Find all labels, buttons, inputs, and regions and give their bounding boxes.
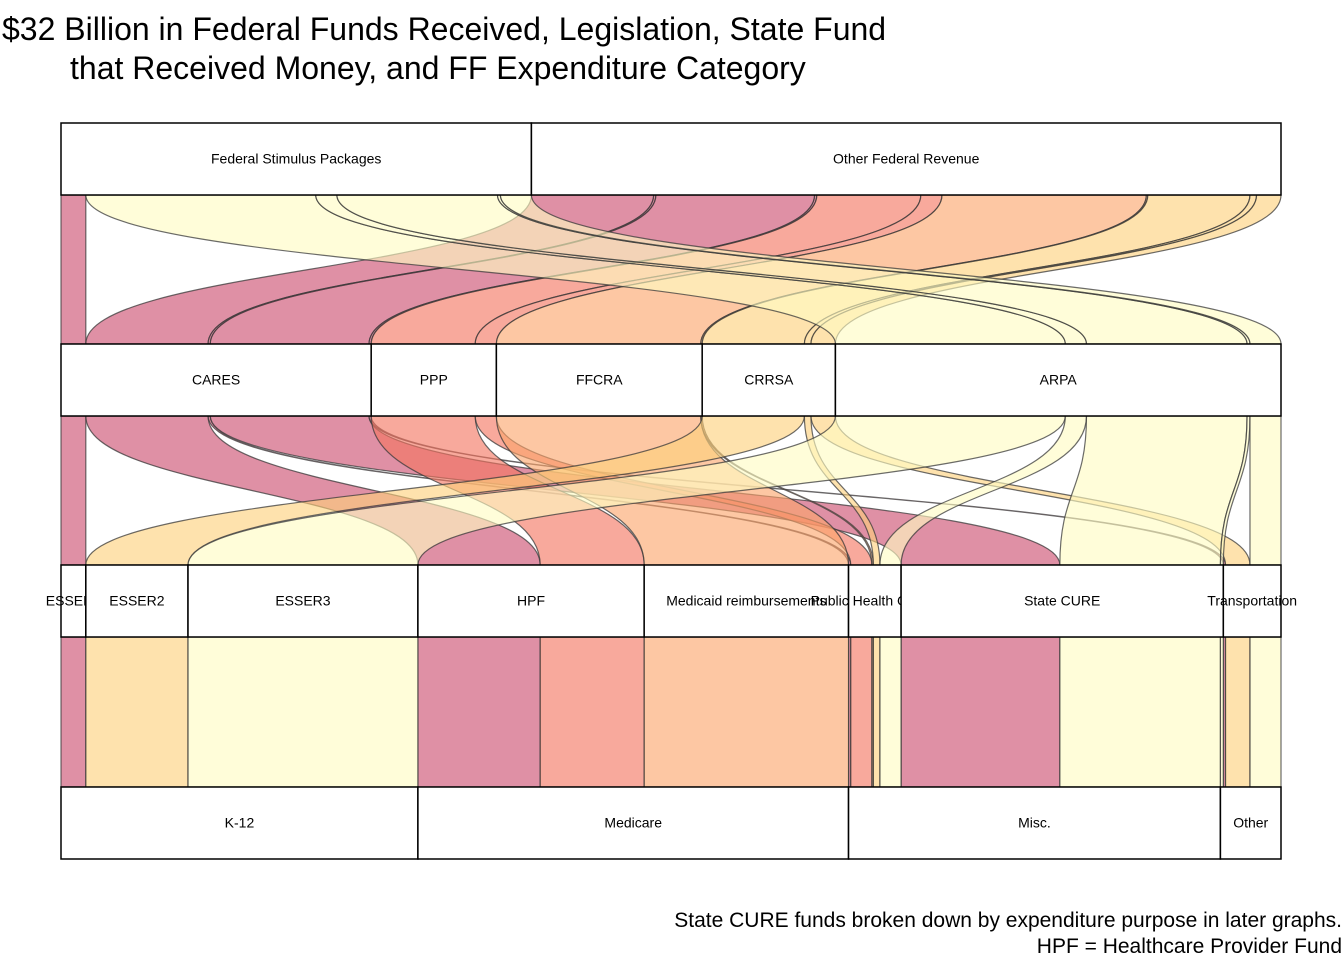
stratum-box-public-health-grants <box>847 564 902 638</box>
flow-cares-0 <box>60 194 87 788</box>
stratum-hpf: HPF <box>417 564 645 638</box>
stratum-arpa: ARPA <box>834 343 1282 417</box>
stratum-label-ppp: PPP <box>420 372 448 388</box>
stratum-label-other-federal-revenue: Other Federal Revenue <box>833 151 980 167</box>
stratum-box-medicaid-reimbursements <box>643 564 850 638</box>
stratum-box-medicare <box>417 786 850 860</box>
stratum-label-federal-stimulus-packages: Federal Stimulus Packages <box>211 151 381 167</box>
stratum-ppp: PPP <box>370 343 498 417</box>
stratum-label-hpf: HPF <box>517 593 545 609</box>
chart-title-line-1: $32 Billion in Federal Funds Received, L… <box>2 11 887 47</box>
chart-title-line-2: that Received Money, and FF Expenditure … <box>70 50 806 86</box>
strata-layer: Federal Stimulus Packages Other Federal R… <box>46 122 1297 860</box>
stratum-k-12: K-12 <box>60 786 419 860</box>
stratum-transportation: Transportation <box>1207 564 1297 638</box>
stratum-box-other-federal-revenue <box>530 122 1282 196</box>
stratum-box-other <box>1219 786 1282 860</box>
stratum-misc: Misc. <box>847 786 1222 860</box>
stratum-box-ffcra <box>495 343 703 417</box>
stratum-box-ppp <box>370 343 498 417</box>
stratum-box-esser3 <box>187 564 419 638</box>
stratum-label-k-12: K-12 <box>225 815 255 831</box>
stratum-box-crrsa <box>701 343 837 417</box>
stratum-label-state-cure: State CURE <box>1024 593 1100 609</box>
stratum-label-medicare: Medicare <box>604 815 662 831</box>
stratum-box-arpa <box>834 343 1282 417</box>
chart-caption: State CURE funds broken down by expendit… <box>674 908 1342 960</box>
stratum-label-misc: Misc. <box>1018 815 1051 831</box>
stratum-medicaid-reimbursements: Medicaid reimbursements <box>643 564 850 638</box>
caption-line-1: State CURE funds broken down by expendit… <box>674 909 1342 932</box>
stratum-box-cares <box>60 343 372 417</box>
stratum-box-federal-stimulus-packages <box>60 122 533 196</box>
stratum-other: Other <box>1219 786 1282 860</box>
stratum-label-other: Other <box>1233 815 1268 831</box>
stratum-label-esser2: ESSER2 <box>109 593 164 609</box>
stratum-box-transportation <box>1222 564 1282 638</box>
stratum-state-cure: State CURE <box>900 564 1225 638</box>
stratum-box-state-cure <box>900 564 1225 638</box>
stratum-crrsa: CRRSA <box>701 343 837 417</box>
stratum-medicare: Medicare <box>417 786 850 860</box>
stratum-box-k-12 <box>60 786 419 860</box>
stratum-federal-stimulus-packages: Federal Stimulus Packages <box>60 122 533 196</box>
stratum-ffcra: FFCRA <box>495 343 703 417</box>
stratum-label-transportation: Transportation <box>1207 593 1297 609</box>
flow-layer <box>60 194 1282 788</box>
stratum-esser2: ESSER2 <box>85 564 189 638</box>
stratum-label-ffcra: FFCRA <box>576 372 623 388</box>
caption-line-2: HPF = Healthcare Provider Fund <box>1036 935 1342 958</box>
stratum-box-esser2 <box>85 564 189 638</box>
stratum-cares: CARES <box>60 343 372 417</box>
stratum-label-arpa: ARPA <box>1040 372 1078 388</box>
stratum-esser3: ESSER3 <box>187 564 419 638</box>
stratum-label-esser3: ESSER3 <box>275 593 330 609</box>
chart-title: $32 Billion in Federal Funds Received, L… <box>0 10 940 88</box>
stratum-other-federal-revenue: Other Federal Revenue <box>530 122 1282 196</box>
stratum-label-crrsa: CRRSA <box>744 372 794 388</box>
stratum-label-cares: CARES <box>192 372 240 388</box>
stratum-label-medicaid-reimbursements: Medicaid reimbursements <box>666 593 826 609</box>
stratum-box-hpf <box>417 564 645 638</box>
